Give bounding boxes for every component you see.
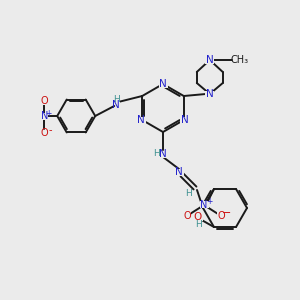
- Bar: [183, 212, 191, 219]
- Text: −: −: [222, 208, 232, 218]
- Text: O: O: [40, 128, 48, 138]
- Bar: [205, 91, 214, 98]
- Text: N: N: [206, 89, 214, 99]
- Text: CH₃: CH₃: [231, 55, 249, 65]
- Bar: [175, 169, 184, 176]
- Text: N: N: [175, 167, 183, 177]
- Text: +: +: [206, 197, 212, 206]
- Bar: [158, 80, 167, 88]
- Text: N: N: [112, 100, 120, 110]
- Text: O: O: [183, 211, 191, 221]
- Text: H: H: [113, 94, 120, 103]
- Text: N: N: [200, 200, 208, 210]
- Bar: [205, 56, 214, 64]
- Bar: [185, 190, 193, 197]
- Text: H: H: [153, 148, 159, 158]
- Bar: [217, 212, 226, 219]
- Text: O: O: [194, 212, 202, 222]
- Text: O: O: [40, 96, 48, 106]
- Text: N: N: [206, 55, 214, 65]
- Text: +: +: [45, 109, 51, 118]
- Text: N: N: [159, 149, 167, 159]
- Text: H: H: [186, 190, 192, 199]
- Text: N: N: [181, 115, 189, 125]
- Text: N: N: [137, 115, 145, 125]
- Text: O: O: [217, 211, 225, 221]
- Bar: [200, 201, 208, 208]
- Text: H: H: [195, 220, 201, 229]
- Bar: [40, 112, 48, 119]
- Text: -: -: [49, 125, 52, 135]
- Bar: [40, 98, 48, 104]
- Bar: [193, 214, 203, 220]
- Text: N: N: [159, 79, 167, 89]
- Bar: [158, 151, 167, 158]
- Bar: [112, 97, 120, 104]
- Bar: [137, 116, 146, 124]
- Text: N: N: [40, 111, 48, 121]
- Bar: [180, 116, 189, 124]
- Bar: [39, 130, 49, 136]
